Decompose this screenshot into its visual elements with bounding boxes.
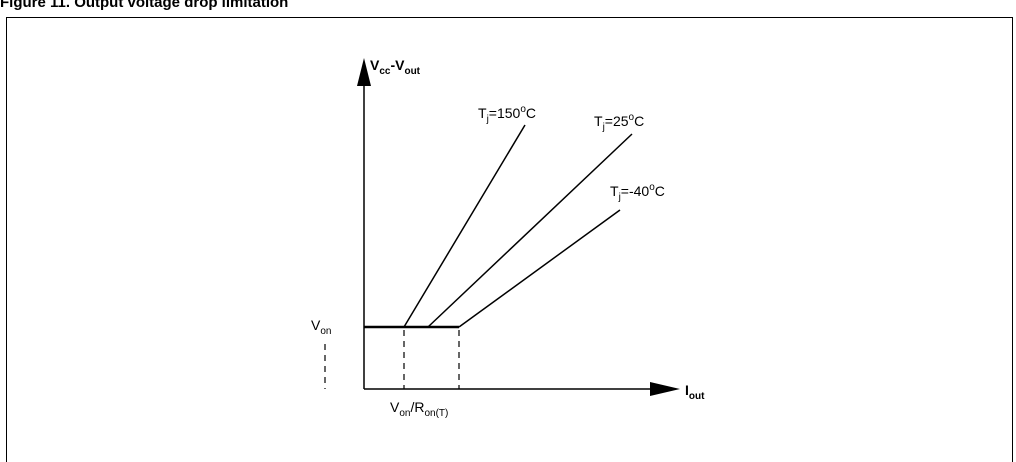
curve-line-minus40c: [458, 209, 621, 328]
x-axis-label: Iout: [685, 382, 705, 402]
y-axis-label: Vcc-Vout: [370, 57, 421, 77]
y-axis-arrow: [357, 58, 371, 86]
figure-frame: [6, 17, 1013, 462]
x-axis-arrow: [650, 382, 680, 396]
von-label: Von: [311, 317, 331, 337]
ratio-label: Von/Ron(T): [390, 399, 448, 419]
curve-line-150c: [403, 124, 526, 328]
curve-label-150c: Tj=150oC: [478, 104, 536, 125]
curve-label-25c: Tj=25oC: [594, 112, 644, 133]
figure-caption: Figure 11. Output voltage drop limitatio…: [0, 0, 289, 11]
curve-label-minus40c: Tj=-40oC: [610, 182, 665, 203]
curve-line-25c: [427, 133, 633, 328]
